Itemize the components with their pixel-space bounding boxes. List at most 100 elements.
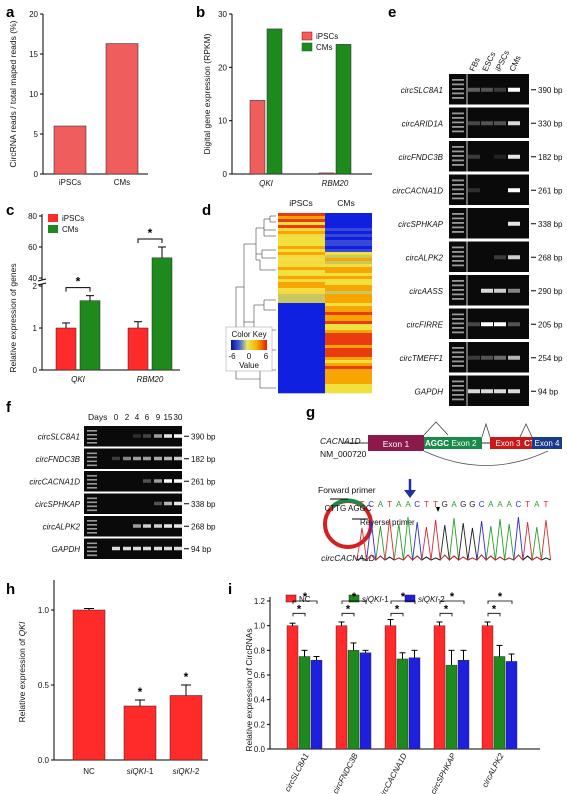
heatmap-cell: [325, 327, 372, 331]
heatmap-cell: [278, 225, 325, 229]
panel-b-ylabel: Digital gene expression (RPKM): [202, 33, 212, 154]
significance-bracket: [137, 238, 163, 243]
gel-band: [164, 456, 172, 461]
gel-band: [481, 322, 493, 327]
day-label: 30: [174, 413, 183, 422]
category-italic: siQKI: [127, 767, 147, 776]
category-suffix: -1: [146, 767, 154, 776]
category-italic: siQKI: [173, 767, 193, 776]
category-label: CMs: [114, 178, 130, 187]
ladder-band: [87, 464, 97, 467]
gel-band: [481, 389, 493, 394]
ladder-band: [452, 293, 464, 296]
heatmap-cell: [325, 279, 372, 283]
ytick-label: 2: [33, 282, 38, 291]
category-label: siQKI-1: [127, 767, 154, 776]
ytick-label: 10: [29, 90, 38, 99]
ladder-band: [452, 356, 464, 358]
heatmap-cell: [325, 378, 372, 382]
ladder-band: [452, 159, 464, 162]
ladder-band: [452, 322, 464, 325]
ladder-band: [452, 213, 464, 215]
sequence-base: G: [460, 500, 466, 509]
category-label: circALPK2: [480, 751, 506, 789]
color-key-tick-min: -6: [228, 352, 236, 361]
sequence-base: A: [507, 500, 513, 509]
ladder-band: [87, 546, 97, 549]
ladder-band: [452, 97, 464, 99]
heatmap-cell: [278, 378, 325, 382]
panel-h-chart: Relative expression of QKI 0.0 0.5 1.0 NC * s…: [17, 580, 208, 776]
significance-bracket: [292, 600, 318, 604]
ytick-label: 0.6: [254, 671, 266, 680]
heatmap-cell: [278, 306, 325, 310]
ladder-band: [452, 260, 464, 262]
ytick-label: 0: [34, 170, 39, 179]
category-label: QKI: [259, 179, 274, 188]
heatmap-cell: [278, 213, 325, 217]
heatmap-cell: [325, 285, 372, 289]
heatmap-cell: [278, 219, 325, 223]
significance-bracket: [390, 600, 416, 604]
ladder-band: [452, 280, 464, 282]
heatmap-cell: [325, 291, 372, 295]
sequence-base: C: [414, 500, 420, 509]
heatmap-cell: [278, 243, 325, 247]
heatmap-cell: [325, 237, 372, 241]
exon-4-label: Exon 4: [535, 439, 560, 448]
heatmap-cell: [325, 321, 372, 325]
ytick-label: 20: [29, 10, 38, 19]
bar-siQKI-2-circCACNA1D: [408, 657, 421, 750]
heatmap-cell: [325, 345, 372, 349]
heatmap-cell: [278, 330, 325, 334]
ladder-band: [452, 126, 464, 128]
ladder-band: [87, 438, 97, 440]
gel-band: [468, 188, 480, 193]
days-label: Days: [88, 412, 107, 422]
bar-siQKI-1: [123, 705, 157, 761]
ladder-band: [452, 184, 464, 186]
gel-band: [174, 546, 182, 551]
bar-siQKI-1-circFNDC3B: [347, 650, 360, 750]
heatmap-cell: [325, 252, 372, 256]
significance-bracket: [487, 612, 501, 617]
forward-primer-label: Forward primer: [318, 485, 376, 495]
heatmap-cell: [325, 258, 372, 262]
ladder-band: [87, 475, 97, 477]
bar-CMs-RBM20: [335, 44, 352, 175]
heatmap-cell: [325, 354, 372, 358]
category-label: QKI: [71, 375, 86, 384]
heatmap-cell: [278, 234, 325, 238]
ladder-band: [87, 501, 97, 504]
ladder-band: [87, 542, 97, 545]
bar-NC-circALPK2: [481, 625, 494, 750]
heatmap-cell: [278, 297, 325, 301]
significance-star: *: [297, 603, 302, 615]
ladder-band: [452, 394, 464, 396]
panel-letter-b: b: [196, 4, 205, 21]
heatmap-cell: [325, 375, 372, 379]
ladder-band: [87, 487, 97, 489]
legend-label: siQKI-2: [418, 595, 445, 604]
ladder-band: [452, 365, 464, 367]
exon-1-label: Exon 1: [383, 439, 410, 449]
bar-siQKI-2: [169, 695, 203, 761]
heatmap-cell: [278, 285, 325, 289]
sequence-base: C: [479, 500, 485, 509]
panel-a-chart: CircRNA reads / total maped reads (%) 0 5…: [8, 10, 148, 187]
legend-italic: siQKI: [362, 595, 382, 604]
heatmap-cell: [278, 276, 325, 280]
ytick-label: 0.0: [38, 756, 50, 765]
bar-siQKI-2-circFNDC3B: [359, 652, 372, 750]
reverse-primer-label: Reverse primer: [360, 518, 415, 527]
bar-NC-circCACNA1D: [384, 625, 397, 750]
heatmap-cell: [278, 300, 325, 304]
significance-star: *: [184, 670, 189, 684]
sequence-base: A: [488, 500, 494, 509]
ladder-band: [87, 460, 97, 463]
heatmap-cell: [278, 231, 325, 235]
gel-band: [154, 434, 162, 438]
gel-band: [508, 87, 520, 92]
